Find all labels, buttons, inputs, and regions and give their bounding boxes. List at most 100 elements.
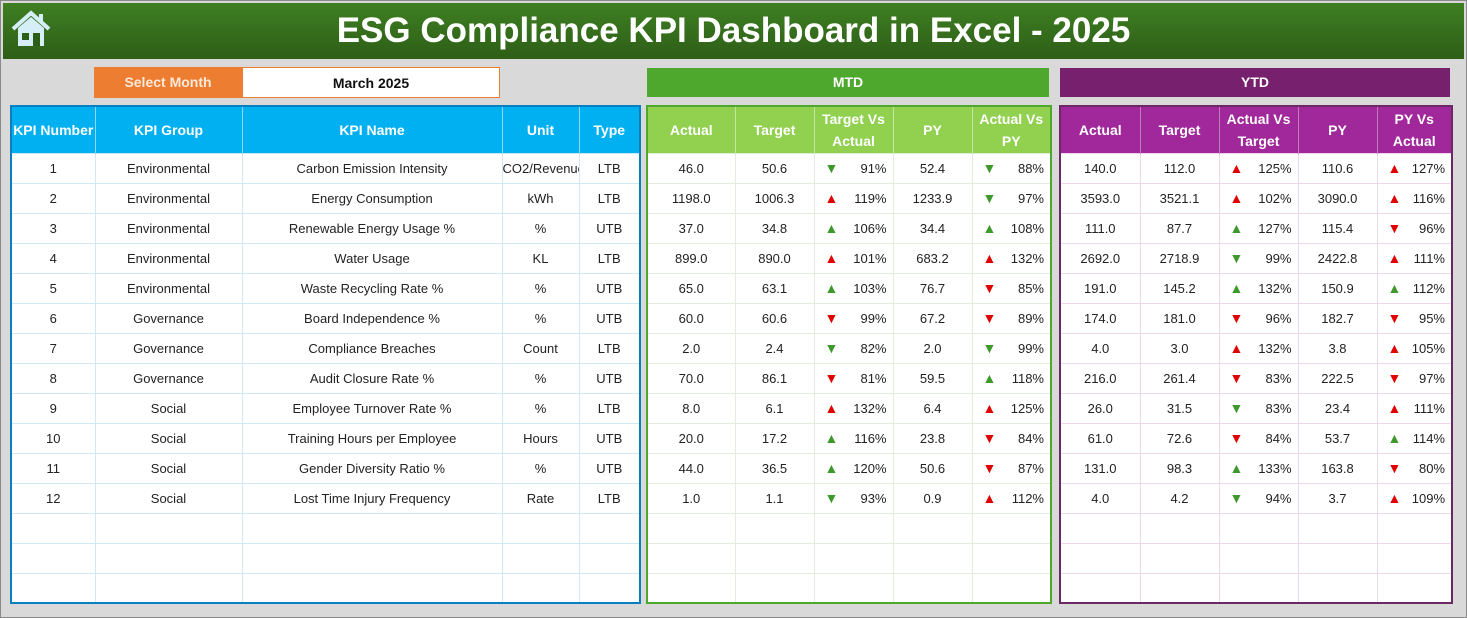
select-month-label: Select Month bbox=[94, 67, 242, 98]
cell-y-tgt bbox=[1139, 512, 1220, 544]
page-title: ESG Compliance KPI Dashboard in Excel - … bbox=[336, 11, 1131, 50]
indicator: ▲ 103% bbox=[815, 280, 892, 296]
month-selector[interactable]: March 2025 bbox=[242, 67, 500, 98]
indicator: ▲ 111% bbox=[1378, 400, 1451, 416]
arrow-down-red-icon: ▼ bbox=[982, 430, 997, 446]
cell-y-tgt: 112.0 bbox=[1139, 152, 1220, 184]
cell-m-avp: ▼ 85% bbox=[971, 272, 1052, 304]
cell-m-avp: ▼ 97% bbox=[971, 182, 1052, 214]
cell-num: 2 bbox=[10, 182, 96, 214]
percent-value: 99% bbox=[860, 310, 887, 326]
cell-y-pva: ▲ 111% bbox=[1376, 242, 1453, 274]
cell-name: Gender Diversity Ratio % bbox=[241, 452, 503, 484]
cell-y-avt: ▲ 132% bbox=[1218, 332, 1299, 364]
table-row: 131.0 98.3 ▲ 133% 163.8 ▼ 80% bbox=[1059, 452, 1453, 484]
column-header: Actual bbox=[1060, 106, 1141, 153]
cell-unit: KL bbox=[501, 242, 580, 274]
ytd-table: Actual Target Actual Vs Target PY PY Vs Actu… bbox=[1059, 105, 1453, 604]
arrow-down-red-icon: ▼ bbox=[1229, 310, 1244, 326]
cell-group: Social bbox=[94, 422, 243, 454]
table-row: 37.0 34.8 ▲ 106% 34.4 ▲ 108% bbox=[646, 212, 1052, 244]
cell-m-act: 1198.0 bbox=[646, 182, 736, 214]
percent-value: 80% bbox=[1418, 460, 1445, 476]
arrow-down-red-icon: ▼ bbox=[1387, 370, 1402, 386]
cell-m-tgt: 6.1 bbox=[734, 392, 815, 424]
indicator: ▼ 84% bbox=[1220, 431, 1297, 446]
column-header: Target bbox=[735, 106, 815, 153]
cell-num: 3 bbox=[10, 212, 96, 244]
cell-unit bbox=[501, 542, 580, 574]
arrow-up-green-icon: ▲ bbox=[824, 430, 839, 446]
cell-m-tva: ▼ 91% bbox=[813, 152, 894, 184]
cell-m-py: 683.2 bbox=[892, 242, 973, 274]
cell-unit: Hours bbox=[501, 422, 580, 454]
column-header: Target Vs Actual bbox=[814, 106, 894, 153]
indicator: ▲ 127% bbox=[1220, 220, 1297, 236]
indicator: ▲ 101% bbox=[815, 250, 892, 266]
indicator: ▲ 118% bbox=[973, 370, 1050, 386]
cell-m-py: 6.4 bbox=[892, 392, 973, 424]
arrow-up-green-icon: ▲ bbox=[1229, 280, 1244, 296]
cell-m-tva bbox=[813, 542, 894, 574]
cell-m-avp: ▼ 89% bbox=[971, 302, 1052, 334]
arrow-down-red-icon: ▼ bbox=[1387, 220, 1402, 236]
cell-name: Energy Consumption bbox=[241, 182, 503, 214]
indicator: ▲ 112% bbox=[1378, 280, 1451, 296]
percent-value: 111% bbox=[1413, 400, 1445, 416]
percent-value: 81% bbox=[860, 370, 887, 386]
empty-row bbox=[646, 512, 1052, 544]
cell-name: Water Usage bbox=[241, 242, 503, 274]
table-row: 5 Environmental Waste Recycling Rate %% UTB bbox=[10, 272, 641, 304]
cell-y-tgt: 3.0 bbox=[1139, 332, 1220, 364]
cell-unit: CO2/Revenue bbox=[501, 152, 580, 184]
arrow-up-green-icon: ▲ bbox=[824, 460, 839, 476]
cell-m-avp: ▲ 125% bbox=[971, 392, 1052, 424]
table-row: 11 Social Gender Diversity Ratio %% UTB bbox=[10, 452, 641, 484]
arrow-down-green-icon: ▼ bbox=[982, 160, 997, 176]
percent-value: 102% bbox=[1258, 190, 1292, 206]
cell-y-act bbox=[1059, 572, 1141, 604]
indicator: ▲ 127% bbox=[1378, 161, 1451, 176]
cell-y-tgt bbox=[1139, 572, 1220, 604]
arrow-up-red-icon: ▲ bbox=[1387, 250, 1402, 266]
table-row: 70.0 86.1 ▼ 81% 59.5 ▲ 118% bbox=[646, 362, 1052, 394]
arrow-down-green-icon: ▼ bbox=[982, 190, 997, 206]
cell-m-py: 2.0 bbox=[892, 332, 973, 364]
percent-value: 132% bbox=[1010, 250, 1044, 266]
arrow-up-green-icon: ▲ bbox=[1229, 220, 1244, 236]
indicator: ▼ 87% bbox=[973, 461, 1050, 476]
table-row: 111.0 87.7 ▲ 127% 115.4 ▼ 96% bbox=[1059, 212, 1453, 244]
percent-value: 103% bbox=[853, 280, 887, 296]
cell-y-py: 115.4 bbox=[1297, 212, 1378, 244]
arrow-up-red-icon: ▲ bbox=[1229, 190, 1244, 206]
cell-y-act bbox=[1059, 542, 1141, 574]
home-icon[interactable] bbox=[9, 9, 53, 49]
arrow-up-red-icon: ▲ bbox=[982, 250, 997, 266]
cell-unit: % bbox=[501, 392, 580, 424]
cell-m-tgt: 34.8 bbox=[734, 212, 815, 244]
cell-y-avt: ▲ 133% bbox=[1218, 452, 1299, 484]
cell-name: Employee Turnover Rate % bbox=[241, 392, 503, 424]
cell-name bbox=[241, 542, 503, 574]
empty-row bbox=[1059, 512, 1453, 544]
cell-m-avp: ▲ 118% bbox=[971, 362, 1052, 394]
percent-value: 118% bbox=[1011, 370, 1044, 386]
arrow-down-red-icon: ▼ bbox=[1387, 310, 1402, 326]
cell-y-tgt: 98.3 bbox=[1139, 452, 1220, 484]
table-row: 1.0 1.1 ▼ 93% 0.9 ▲ 112% bbox=[646, 482, 1052, 514]
arrow-up-red-icon: ▲ bbox=[824, 250, 839, 266]
cell-y-act bbox=[1059, 512, 1141, 544]
indicator: ▲ 111% bbox=[1378, 250, 1451, 266]
cell-y-py: 150.9 bbox=[1297, 272, 1378, 304]
cell-y-tgt: 4.2 bbox=[1139, 482, 1220, 514]
table-row: 46.0 50.6 ▼ 91% 52.4 ▼ 88% bbox=[646, 152, 1052, 184]
mtd-table: Actual Target Target Vs Actual PY Actual Vs … bbox=[646, 105, 1052, 604]
arrow-down-red-icon: ▼ bbox=[982, 310, 997, 326]
cell-y-py bbox=[1297, 542, 1378, 574]
arrow-up-green-icon: ▲ bbox=[1387, 280, 1402, 296]
arrow-up-green-icon: ▲ bbox=[824, 220, 839, 236]
percent-value: 89% bbox=[1017, 310, 1044, 326]
indicator: ▼ 81% bbox=[815, 370, 892, 386]
empty-row bbox=[1059, 542, 1453, 574]
indicator: ▲ 119% bbox=[815, 191, 892, 206]
